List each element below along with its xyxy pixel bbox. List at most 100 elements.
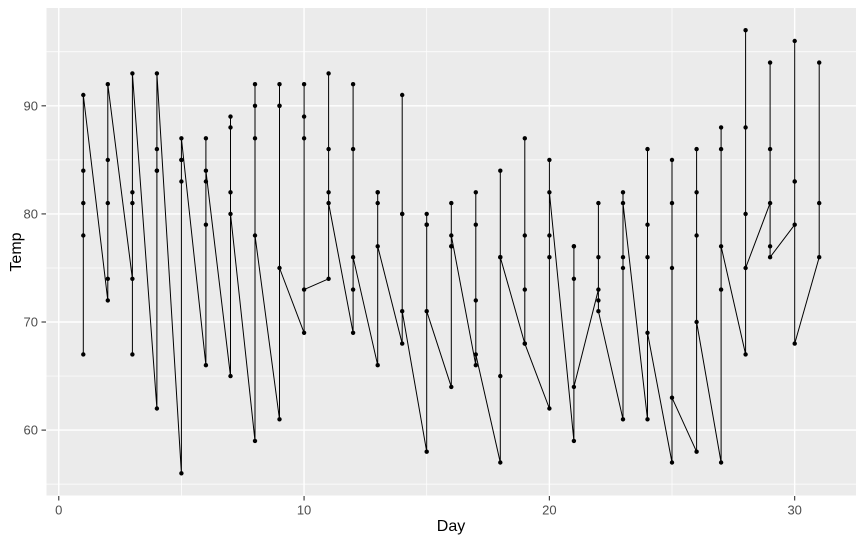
data-point (669, 265, 675, 271)
data-point (277, 417, 282, 422)
data-point (81, 200, 86, 206)
data-point (301, 82, 307, 87)
data-point (694, 146, 699, 152)
data-point (350, 146, 356, 152)
data-point (326, 276, 331, 281)
data-point (424, 211, 429, 217)
data-point (228, 114, 233, 119)
data-point (252, 103, 258, 109)
data-point (105, 276, 111, 281)
data-point (767, 146, 773, 152)
data-point (350, 287, 356, 292)
data-point (645, 146, 650, 152)
data-point (522, 136, 527, 141)
data-point (400, 92, 405, 98)
data-point (105, 82, 111, 87)
data-point (105, 157, 111, 163)
data-point (252, 233, 258, 238)
data-point (375, 244, 380, 249)
data-point (277, 82, 282, 87)
data-point (620, 255, 626, 260)
data-point (326, 71, 331, 76)
y-axis-title: Temp (8, 232, 25, 272)
data-point (792, 341, 797, 346)
data-point (130, 190, 135, 195)
data-point (375, 200, 380, 206)
y-tick-label: 60 (24, 423, 38, 438)
data-point (252, 438, 258, 444)
data-point (203, 363, 209, 368)
data-point (473, 298, 478, 303)
data-point (669, 460, 675, 465)
data-point (449, 233, 454, 238)
data-point (620, 190, 626, 195)
data-point (252, 82, 258, 87)
data-point (326, 200, 331, 206)
data-point (522, 287, 527, 292)
data-point (694, 449, 699, 454)
data-point (596, 309, 601, 314)
data-point (596, 298, 601, 303)
data-point (130, 71, 135, 76)
data-point (743, 211, 748, 217)
data-point (228, 211, 233, 217)
data-point (154, 168, 160, 173)
data-point (81, 92, 86, 98)
data-point (81, 352, 86, 357)
data-point (228, 373, 233, 379)
data-point (571, 384, 577, 390)
data-point (792, 222, 797, 227)
data-point (817, 255, 822, 260)
data-point (400, 341, 405, 346)
data-point (669, 395, 675, 400)
data-point (522, 233, 527, 238)
data-point (718, 287, 724, 292)
data-point (645, 330, 650, 335)
data-point (767, 244, 773, 249)
data-point (669, 157, 675, 163)
data-point (130, 352, 135, 357)
data-point (792, 179, 797, 184)
data-point (154, 71, 160, 76)
data-point (498, 460, 503, 465)
data-point (669, 200, 675, 206)
data-point (718, 460, 724, 465)
data-point (620, 417, 626, 422)
data-point (718, 244, 724, 249)
x-axis-title: Day (436, 518, 466, 535)
data-point (228, 125, 233, 130)
y-tick-label: 80 (24, 206, 38, 221)
data-point (350, 255, 356, 260)
data-point (179, 179, 184, 184)
data-point (350, 330, 356, 335)
data-point (473, 222, 478, 227)
data-point (301, 330, 307, 335)
data-point (547, 157, 552, 163)
temperature-line (82, 29, 820, 474)
data-point (473, 363, 478, 368)
data-point (154, 146, 160, 152)
data-point (767, 200, 773, 206)
data-point (498, 255, 503, 260)
x-tick-label: 10 (297, 503, 311, 518)
data-point (792, 38, 797, 44)
data-point (571, 438, 577, 444)
data-point (130, 200, 135, 206)
x-tick-label: 0 (55, 503, 62, 518)
data-point (547, 406, 552, 411)
data-point (694, 319, 699, 325)
data-point (694, 233, 699, 238)
y-tick-label: 90 (24, 98, 38, 113)
data-point (718, 125, 724, 130)
data-point (473, 190, 478, 195)
data-point (718, 146, 724, 152)
data-point (375, 363, 380, 368)
data-point (596, 200, 601, 206)
data-point (252, 136, 258, 141)
x-tick-label: 30 (787, 503, 801, 518)
data-point (498, 373, 503, 379)
data-point (154, 406, 160, 411)
data-point (596, 287, 601, 292)
